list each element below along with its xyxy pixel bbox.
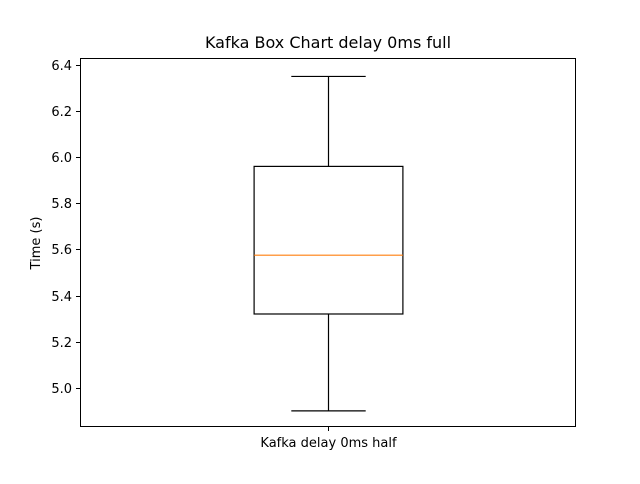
y-tick-label: 5.2 [51,336,72,351]
x-tick-label: Kafka delay 0ms half [260,436,397,451]
x-axis: Kafka delay 0ms half [260,427,397,451]
y-axis-label: Time (s) [29,217,44,271]
y-tick-label: 5.6 [51,243,72,258]
y-tick-label: 5.8 [51,197,72,212]
plot-marks [253,75,404,412]
y-tick-label: 5.0 [51,382,72,397]
axes-frame [80,58,576,427]
chart-title: Kafka Box Chart delay 0ms full [205,33,451,52]
y-tick-label: 6.0 [51,151,72,166]
interquartile-box [253,165,404,315]
y-tick-label: 5.4 [51,290,72,305]
y-tick-label: 6.4 [51,59,72,74]
y-axis: 5.0 5.2 5.4 5.6 5.8 6.0 6.2 6.4 [51,59,80,397]
y-tick-label: 6.2 [51,105,72,120]
